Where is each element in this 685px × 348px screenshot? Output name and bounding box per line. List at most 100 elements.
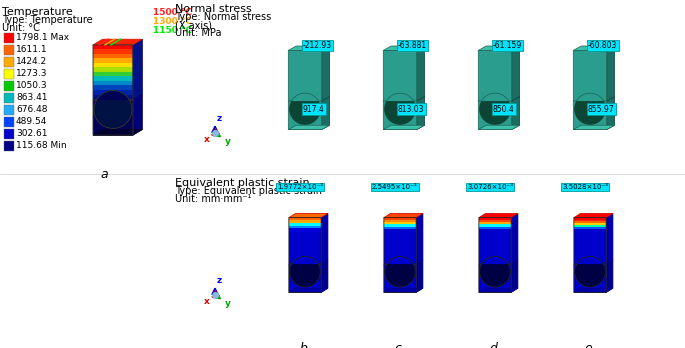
Bar [93, 54, 133, 60]
Polygon shape [289, 288, 328, 292]
Polygon shape [289, 218, 321, 264]
Text: x: x [204, 297, 210, 306]
Polygon shape [133, 94, 142, 135]
Text: e: e [584, 342, 592, 348]
Text: z: z [216, 114, 222, 124]
Bar [384, 220, 416, 223]
Polygon shape [416, 97, 425, 129]
Polygon shape [384, 50, 416, 125]
Polygon shape [93, 129, 142, 135]
Polygon shape [573, 50, 607, 125]
Polygon shape [607, 46, 614, 101]
Text: Temperature: Temperature [2, 7, 73, 17]
Polygon shape [289, 213, 328, 218]
Bar [384, 224, 416, 227]
Polygon shape [511, 213, 518, 264]
Polygon shape [384, 288, 423, 292]
Polygon shape [384, 218, 416, 264]
Bar [93, 117, 133, 122]
Bar [384, 229, 416, 231]
Bar [93, 121, 133, 127]
Bar [479, 224, 511, 227]
Bar [479, 227, 511, 229]
Bar [93, 86, 133, 91]
Text: b: b [299, 342, 307, 348]
Text: d: d [489, 342, 497, 348]
Bar [93, 112, 133, 118]
Bar [4, 57, 14, 67]
Polygon shape [511, 260, 518, 292]
Bar [4, 33, 14, 43]
Text: Unit: mm·mm⁻¹: Unit: mm·mm⁻¹ [175, 194, 251, 204]
Polygon shape [478, 46, 520, 50]
Polygon shape [574, 218, 606, 264]
Text: Type: Equivalent plastic strain: Type: Equivalent plastic strain [175, 186, 322, 196]
Bar [93, 81, 133, 87]
Bar [93, 49, 133, 55]
Text: Type: Normal stress: Type: Normal stress [175, 12, 271, 22]
Polygon shape [288, 125, 329, 129]
Polygon shape [573, 93, 607, 129]
Text: y: y [225, 136, 231, 145]
Text: 3.5028×10⁻³: 3.5028×10⁻³ [562, 184, 608, 190]
Polygon shape [479, 288, 518, 292]
Bar [93, 130, 133, 136]
Text: 302.61: 302.61 [16, 129, 47, 139]
Bar [384, 218, 416, 220]
Text: x: x [204, 135, 210, 144]
Text: 813.03: 813.03 [398, 105, 425, 113]
Text: 855.97: 855.97 [588, 105, 614, 113]
Bar [93, 99, 133, 104]
Text: Type: Temperature: Type: Temperature [2, 15, 92, 25]
Bar [574, 218, 606, 220]
Text: -60.803: -60.803 [588, 41, 617, 50]
Polygon shape [574, 288, 613, 292]
Polygon shape [479, 256, 511, 292]
Text: Normal stress: Normal stress [175, 4, 252, 14]
Text: 1.9772×10⁻³: 1.9772×10⁻³ [277, 184, 323, 190]
Text: 115.68 Min: 115.68 Min [16, 142, 66, 150]
Bar [93, 45, 133, 50]
Bar [93, 58, 133, 64]
Polygon shape [416, 46, 425, 101]
Bar [93, 108, 133, 113]
Bar [4, 129, 14, 139]
Text: 1500 °C: 1500 °C [153, 8, 192, 17]
Polygon shape [574, 101, 607, 125]
Bar [4, 141, 14, 151]
Polygon shape [479, 101, 512, 125]
Bar [384, 227, 416, 229]
Bar [479, 220, 511, 223]
Text: 1611.1: 1611.1 [16, 46, 48, 55]
Bar [4, 69, 14, 79]
Polygon shape [416, 213, 423, 264]
Text: z: z [216, 276, 222, 285]
Text: -212.93: -212.93 [303, 41, 332, 50]
Polygon shape [384, 46, 425, 50]
Text: (X axis): (X axis) [175, 20, 212, 30]
Polygon shape [289, 256, 321, 292]
Polygon shape [574, 256, 606, 292]
Polygon shape [607, 97, 614, 129]
Bar [574, 225, 606, 228]
Text: 863.41: 863.41 [16, 94, 47, 103]
Bar [4, 117, 14, 127]
Text: 1150 °C: 1150 °C [153, 26, 192, 35]
Polygon shape [133, 39, 142, 100]
Bar [93, 95, 133, 100]
Polygon shape [385, 264, 416, 287]
Bar [4, 105, 14, 115]
Bar [4, 93, 14, 103]
Bar [93, 90, 133, 95]
Text: Unit: MPa: Unit: MPa [175, 28, 221, 38]
Text: Unit: °C: Unit: °C [2, 23, 40, 33]
Polygon shape [93, 39, 142, 45]
Polygon shape [573, 125, 614, 129]
Bar [574, 221, 606, 224]
Polygon shape [416, 260, 423, 292]
Polygon shape [606, 260, 613, 292]
Bar [574, 229, 606, 231]
Bar [289, 226, 321, 229]
Bar [4, 45, 14, 55]
Polygon shape [479, 264, 511, 287]
